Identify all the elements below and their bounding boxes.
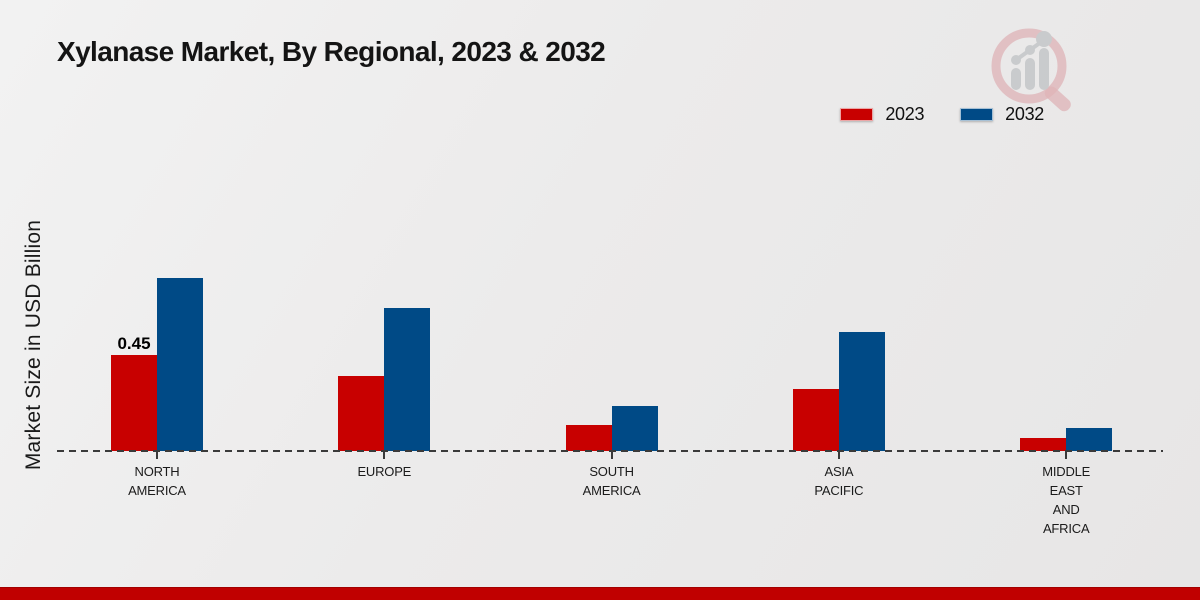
x-axis-tick [383, 451, 386, 459]
x-axis-baseline [57, 450, 1163, 452]
bar-2023-south-america [565, 425, 612, 451]
magnifier-bar-chart-logo [991, 28, 1071, 112]
bar-2023-asia-pacific [792, 389, 839, 451]
legend-item-2023: 2023 [840, 104, 924, 125]
x-axis-tick [1065, 451, 1068, 459]
chart-title: Xylanase Market, By Regional, 2023 & 203… [57, 36, 606, 67]
x-axis-tick [837, 451, 840, 459]
category-label: NORTH AMERICA [128, 464, 186, 498]
legend: 2023 2032 [840, 104, 1044, 125]
footer-red-band [0, 587, 1200, 600]
x-axis-tick [156, 451, 158, 459]
bar-2032-europe [384, 308, 431, 451]
legend-swatch-2023 [840, 108, 874, 121]
category-label: EUROPE [357, 464, 412, 479]
x-axis-tick [610, 451, 613, 459]
legend-swatch-2032 [960, 108, 994, 121]
legend-label-2023: 2023 [885, 104, 925, 124]
bar-2032-south-america [611, 406, 658, 451]
bar-2032-north-america [157, 278, 203, 451]
bar-2032-asia-pacific [838, 332, 885, 451]
legend-label-2032: 2032 [1005, 104, 1044, 124]
bar-2023-europe [338, 376, 385, 451]
category-label: SOUTH AMERICA [582, 464, 641, 498]
bar-2023-middle-east-and-africa [1020, 438, 1067, 451]
category-label: MIDDLE EAST AND AFRICA [1042, 464, 1091, 536]
bar-2032-middle-east-and-africa [1066, 428, 1113, 451]
bar-2023-north-america [111, 355, 157, 451]
legend-item-2032: 2032 [960, 104, 1044, 125]
bar-value-label: 0.45 [117, 334, 151, 353]
category-label: ASIA PACIFIC [814, 464, 864, 498]
